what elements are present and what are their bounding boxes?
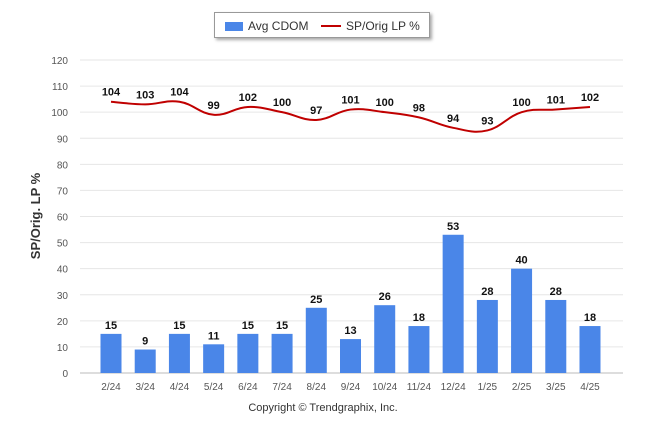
line-data-label: 98 bbox=[413, 102, 425, 114]
x-tick-label: 2/24 bbox=[101, 382, 121, 393]
line-data-label: 94 bbox=[447, 113, 460, 125]
x-tick-label: 3/24 bbox=[135, 382, 155, 393]
line-data-label: 103 bbox=[136, 89, 154, 101]
bar-avg-cdom bbox=[134, 349, 156, 373]
legend: Avg CDOM SP/Orig LP % bbox=[214, 12, 430, 38]
x-tick-label: 6/24 bbox=[238, 382, 258, 393]
bar-data-label: 28 bbox=[481, 286, 493, 298]
bar-data-label: 15 bbox=[242, 320, 254, 332]
line-data-label: 93 bbox=[481, 115, 493, 127]
legend-item-sp-orig-lp[interactable]: SP/Orig LP % bbox=[321, 19, 420, 33]
x-tick-label: 5/24 bbox=[204, 382, 224, 393]
copyright-text: Copyright © Trendgraphix, Inc. bbox=[248, 402, 398, 414]
bar-data-label: 18 bbox=[584, 312, 596, 324]
bar-avg-cdom bbox=[340, 339, 361, 373]
bar-avg-cdom bbox=[271, 333, 293, 373]
x-tick-label: 4/25 bbox=[580, 382, 600, 393]
line-data-label: 104 bbox=[170, 87, 189, 99]
bar-data-label: 15 bbox=[173, 320, 185, 332]
bar-data-label: 15 bbox=[276, 320, 288, 332]
y-tick-label: 90 bbox=[57, 134, 69, 145]
x-tick-label: 9/24 bbox=[341, 382, 361, 393]
line-data-label: 102 bbox=[239, 92, 257, 104]
bar-avg-cdom bbox=[203, 344, 225, 373]
y-tick-label: 40 bbox=[57, 265, 69, 276]
bar-data-label: 40 bbox=[515, 255, 527, 267]
legend-label-avg-cdom: Avg CDOM bbox=[248, 19, 309, 33]
line-data-label: 104 bbox=[102, 87, 121, 99]
legend-bar-swatch bbox=[225, 21, 243, 31]
bar-data-label: 25 bbox=[310, 294, 322, 306]
bar-data-label: 26 bbox=[379, 291, 391, 303]
x-tick-label: 12/24 bbox=[441, 382, 466, 393]
bar-data-label: 53 bbox=[447, 221, 459, 233]
y-tick-label: 30 bbox=[57, 291, 69, 302]
y-tick-label: 80 bbox=[57, 160, 69, 171]
line-data-label: 97 bbox=[310, 105, 322, 117]
y-tick-label: 60 bbox=[57, 213, 69, 224]
line-data-label: 100 bbox=[376, 97, 394, 109]
line-data-label: 101 bbox=[341, 95, 359, 107]
bar-avg-cdom bbox=[408, 326, 430, 373]
bar-avg-cdom bbox=[579, 326, 601, 373]
bar-avg-cdom bbox=[305, 307, 327, 373]
bar-avg-cdom bbox=[545, 299, 567, 373]
bar-data-label: 15 bbox=[105, 320, 117, 332]
line-sp-orig-lp bbox=[110, 100, 591, 133]
bar-avg-cdom bbox=[476, 299, 498, 373]
bar-data-label: 18 bbox=[413, 312, 425, 324]
y-tick-label: 0 bbox=[62, 369, 68, 380]
bar-data-label: 13 bbox=[344, 325, 356, 337]
y-tick-label: 10 bbox=[57, 343, 69, 354]
y-axis-title: SP/Orig. LP % bbox=[28, 172, 43, 259]
x-tick-label: 4/24 bbox=[170, 382, 190, 393]
x-tick-label: 1/25 bbox=[478, 382, 498, 393]
y-tick-label: 120 bbox=[51, 56, 68, 67]
x-tick-label: 8/24 bbox=[307, 382, 327, 393]
line-data-label: 101 bbox=[547, 95, 565, 107]
y-tick-label: 110 bbox=[52, 82, 68, 93]
bar-avg-cdom bbox=[374, 305, 396, 373]
bar-avg-cdom bbox=[442, 234, 464, 373]
y-tick-label: 20 bbox=[57, 317, 69, 328]
bar-data-label: 9 bbox=[142, 336, 148, 348]
bar-avg-cdom bbox=[511, 268, 533, 373]
y-tick-label: 70 bbox=[57, 186, 69, 197]
bar-data-label: 11 bbox=[208, 330, 220, 342]
line-data-label: 99 bbox=[208, 100, 220, 112]
legend-line-swatch bbox=[321, 25, 341, 27]
line-data-label: 100 bbox=[273, 97, 291, 109]
x-tick-label: 11/24 bbox=[407, 382, 432, 393]
bar-data-label: 28 bbox=[550, 286, 562, 298]
bar-avg-cdom bbox=[100, 333, 122, 373]
x-tick-label: 10/24 bbox=[372, 382, 397, 393]
x-tick-label: 3/25 bbox=[546, 382, 566, 393]
bar-avg-cdom bbox=[237, 333, 259, 373]
y-tick-label: 50 bbox=[57, 239, 69, 250]
legend-item-avg-cdom[interactable]: Avg CDOM bbox=[225, 19, 308, 33]
y-tick-label: 100 bbox=[51, 108, 68, 119]
x-tick-label: 2/25 bbox=[512, 382, 532, 393]
line-data-label: 102 bbox=[581, 92, 599, 104]
legend-label-sp-orig-lp: SP/Orig LP % bbox=[346, 19, 420, 33]
line-data-label: 100 bbox=[512, 97, 530, 109]
bar-avg-cdom bbox=[168, 333, 190, 373]
x-tick-label: 7/24 bbox=[272, 382, 292, 393]
